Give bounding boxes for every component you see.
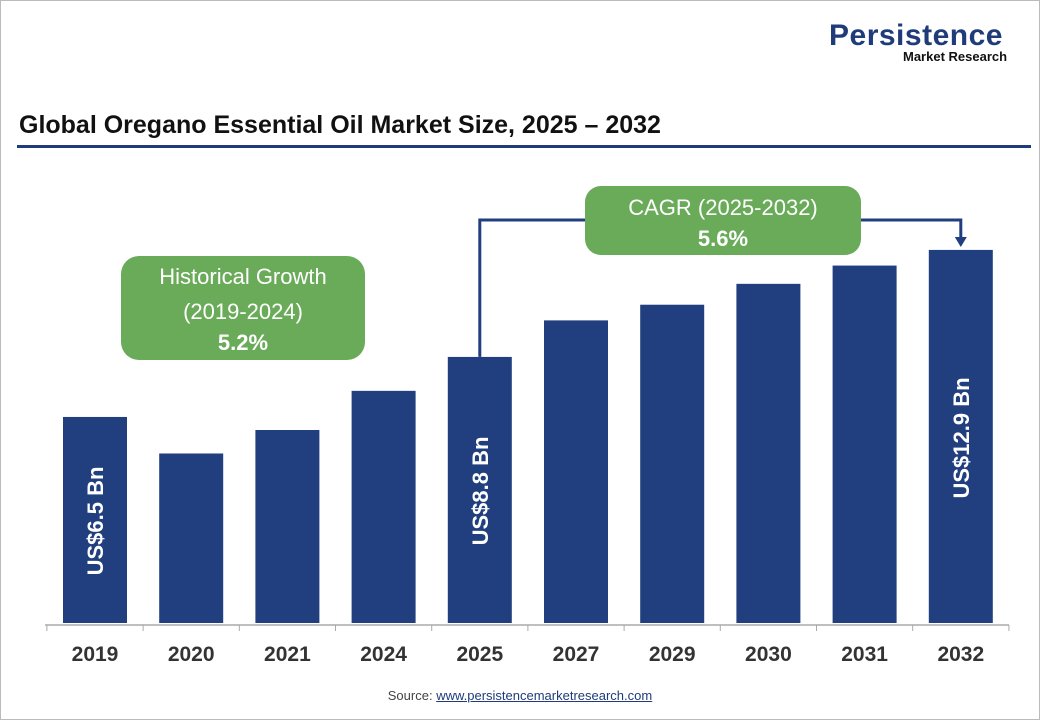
cagr-text: 5.6% — [698, 226, 748, 251]
x-tick-label: 2019 — [72, 643, 119, 666]
x-tick-label: 2021 — [264, 643, 311, 666]
data-label-2025: US$8.8 Bn — [468, 437, 493, 546]
historical-growth-text: 5.2% — [218, 330, 268, 355]
data-label-2032: US$12.9 Bn — [949, 377, 974, 498]
cagr-text: CAGR (2025-2032) — [628, 195, 818, 220]
bar-2020 — [159, 453, 224, 623]
bar-2029 — [640, 304, 705, 623]
x-tick-label: 2025 — [456, 643, 503, 666]
bar-2021 — [255, 430, 320, 623]
bar-2031 — [832, 265, 897, 623]
historical-growth-text: Historical Growth — [159, 264, 326, 289]
x-tick-label: 2029 — [649, 643, 696, 666]
title-rule — [17, 145, 1031, 148]
historical-growth-bubble — [121, 256, 365, 360]
bar-2024 — [351, 390, 416, 623]
logo: Persistence — [829, 19, 1003, 52]
source-link[interactable]: www.persistencemarketresearch.com — [436, 688, 653, 703]
x-tick-label: 2031 — [841, 643, 888, 666]
arrow-head-icon — [954, 237, 967, 247]
bar-2032 — [928, 249, 993, 623]
source: Source: www.persistencemarketresearch.co… — [1, 688, 1039, 703]
source-label: Source: — [387, 688, 437, 703]
bar-2030 — [736, 283, 801, 623]
historical-growth-text: (2019-2024) — [183, 299, 303, 324]
bar-2025 — [447, 356, 512, 623]
x-tick-label: 2030 — [745, 643, 792, 666]
cagr-connector — [861, 218, 963, 239]
cagr-connector — [478, 218, 585, 357]
chart-title: Global Oregano Essential Oil Market Size… — [19, 111, 661, 139]
bar-2019 — [63, 416, 127, 623]
data-label-2019: US$6.5 Bn — [83, 467, 108, 576]
bar-2027 — [544, 320, 608, 623]
cagr-bubble — [585, 186, 861, 255]
x-tick-label: 2032 — [937, 643, 984, 666]
x-tick-label: 2024 — [360, 643, 407, 666]
logo-subtitle: Market Research — [903, 49, 1008, 64]
x-tick-label: 2020 — [168, 643, 215, 666]
x-tick-label: 2027 — [553, 643, 600, 666]
